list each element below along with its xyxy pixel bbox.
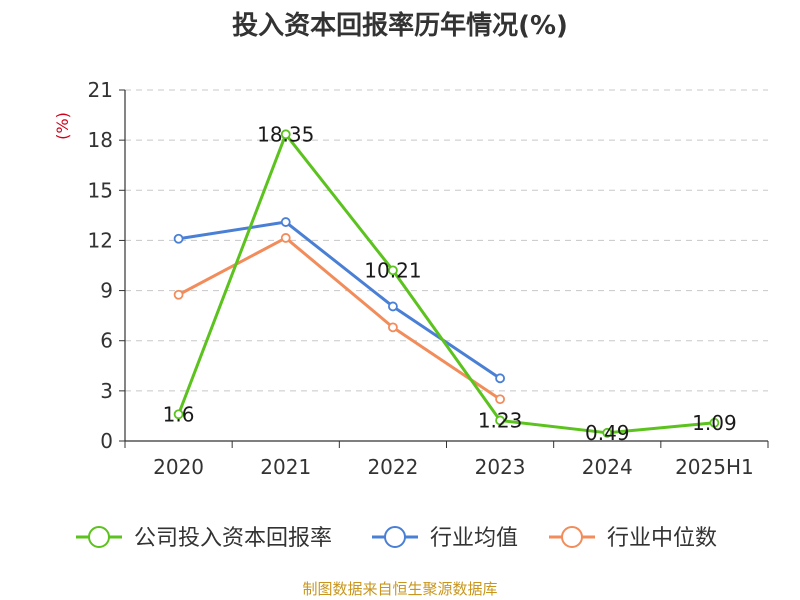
y-tick-label: 15 bbox=[88, 178, 113, 202]
x-tick-label: 2020 bbox=[153, 455, 204, 479]
data-point bbox=[602, 427, 613, 438]
data-point bbox=[388, 265, 398, 276]
y-axis-label: (%) bbox=[53, 112, 72, 140]
data-point bbox=[173, 289, 184, 300]
y-tick-label: 6 bbox=[100, 329, 113, 353]
data-point bbox=[280, 129, 291, 140]
source-note: 制图数据来自恒生聚源数据库 bbox=[302, 580, 497, 598]
y-tick-label: 21 bbox=[88, 78, 113, 102]
legend-label: 公司投入资本回报率 bbox=[134, 526, 332, 551]
data-label: 1.09 bbox=[692, 411, 737, 435]
legend-marker bbox=[384, 526, 406, 548]
data-label: 0.49 bbox=[585, 421, 630, 445]
data-point bbox=[709, 417, 720, 428]
legend-marker bbox=[88, 526, 110, 548]
data-point bbox=[280, 217, 291, 227]
series-layer bbox=[173, 129, 720, 438]
series-2 bbox=[173, 233, 505, 405]
legend-item: 公司投入资本回报率 bbox=[76, 526, 332, 551]
data-point bbox=[495, 415, 505, 426]
data-label: 18.35 bbox=[257, 122, 314, 146]
series-line bbox=[177, 236, 501, 401]
legend: 公司投入资本回报率 行业均值 行业中位数 bbox=[76, 526, 717, 551]
data-point bbox=[388, 322, 398, 333]
data-label: 1.23 bbox=[478, 408, 523, 432]
y-tick-label: 3 bbox=[100, 379, 113, 403]
x-tick-label: 2021 bbox=[260, 455, 311, 479]
data-label: 10.21 bbox=[364, 258, 421, 282]
legend-marker bbox=[561, 526, 583, 548]
x-tick-label: 2022 bbox=[367, 455, 418, 479]
data-label: 1.6 bbox=[163, 402, 195, 426]
legend-item: 行业均值 bbox=[372, 526, 518, 551]
series-line bbox=[177, 132, 715, 435]
data-point bbox=[388, 301, 398, 312]
series-line bbox=[178, 220, 501, 380]
x-tick-label: 2024 bbox=[582, 455, 633, 479]
data-point bbox=[280, 233, 291, 243]
data-labels: 1.6 18.35 10.21 1.23 0.49 1.09 bbox=[163, 122, 737, 445]
data-point bbox=[495, 394, 505, 405]
y-tick-label: 12 bbox=[88, 228, 113, 252]
y-tick-label: 18 bbox=[88, 128, 113, 152]
y-tick-label: 0 bbox=[100, 429, 113, 453]
legend-label: 行业均值 bbox=[430, 526, 518, 551]
x-tick-label: 2023 bbox=[475, 455, 526, 479]
legend-label: 行业中位数 bbox=[607, 526, 717, 551]
axes: 0 3 6 9 12 15 18 21 2020 2021 2022 2023 2024 2025H1 bbox=[88, 78, 769, 479]
chart-title: 投入资本回报率历年情况(%) bbox=[232, 10, 568, 41]
data-point bbox=[495, 373, 505, 384]
y-tick-label: 9 bbox=[100, 279, 113, 303]
series-1 bbox=[173, 217, 505, 384]
data-point bbox=[173, 409, 184, 420]
data-point bbox=[173, 233, 184, 244]
series-0 bbox=[173, 129, 720, 438]
x-tick-label: 2025H1 bbox=[675, 455, 754, 479]
legend-item: 行业中位数 bbox=[549, 526, 717, 551]
